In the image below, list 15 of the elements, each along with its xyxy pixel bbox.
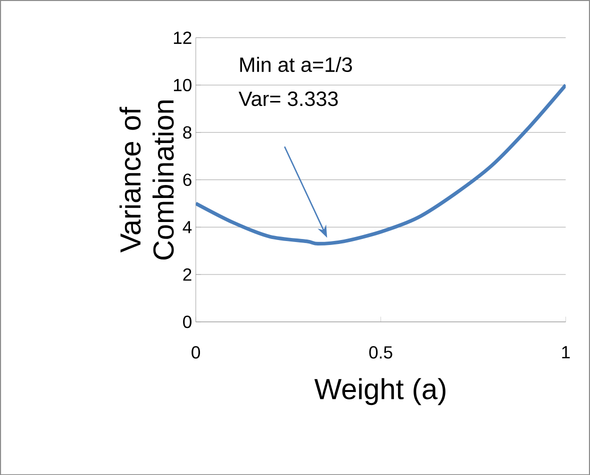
y-tick-label: 6 — [183, 173, 192, 186]
y-tick-label: 4 — [182, 220, 192, 234]
annotation: Min at a=1/3 — [240, 56, 352, 72]
y-tick-label: 2 — [183, 268, 192, 280]
annotation: Var= 3.333 — [238, 91, 338, 106]
y-axis-title: Variance of Combination — [119, 100, 174, 260]
y-tick-label: 10 — [174, 78, 192, 92]
y-tick-label: 0 — [183, 315, 192, 328]
y-tick-label: 12 — [174, 31, 192, 44]
line-series — [196, 83, 566, 246]
x-tick-label: 1 — [562, 346, 570, 358]
x-tick-label: 0.5 — [369, 346, 392, 358]
x-tick-label: 0 — [192, 346, 200, 358]
y-tick-label: 8 — [183, 126, 192, 139]
x-axis-title: Weight (a) — [314, 378, 446, 405]
